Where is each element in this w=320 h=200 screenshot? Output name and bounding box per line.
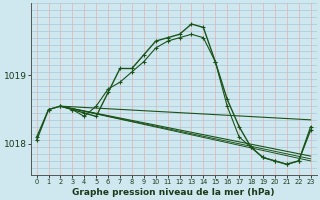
X-axis label: Graphe pression niveau de la mer (hPa): Graphe pression niveau de la mer (hPa): [72, 188, 275, 197]
